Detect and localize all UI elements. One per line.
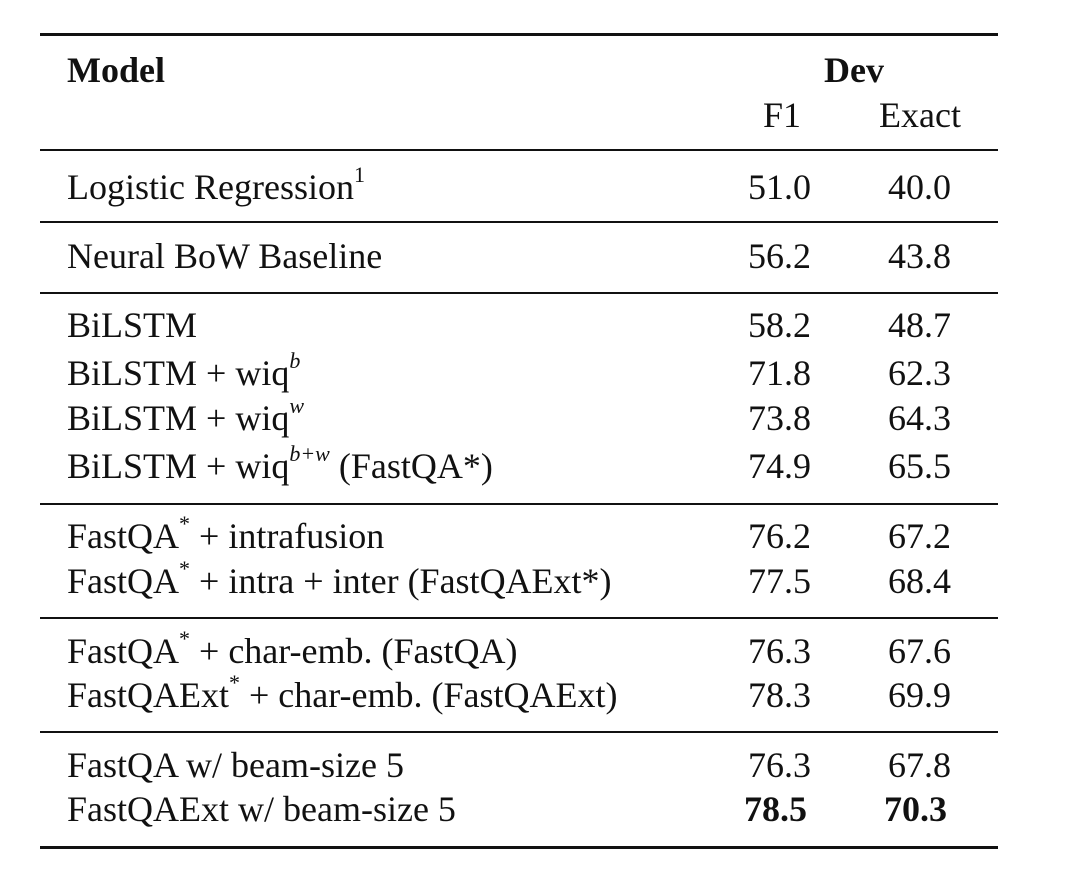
table-cell-exact: 65.5 [888,446,951,486]
model-name: FastQA [67,516,180,556]
exact-column-header: Exact [879,95,961,135]
model-name: FastQA [67,561,180,601]
table-row-model: BiLSTM + wiqb+w (FastQA*) [67,443,493,487]
model-column-header: Model [67,50,165,90]
model-suffix: (FastQA*) [329,446,493,486]
table-row-model: Logistic Regression1 [67,164,365,208]
table-row-model: FastQAExt* + char-emb. (FastQAExt) [67,672,618,716]
model-name: FastQAExt w/ beam-size 5 [67,789,456,829]
table-cell-f1: 76.3 [748,631,811,671]
table-cell-exact: 64.3 [888,398,951,438]
table-cell-f1: 51.0 [748,167,811,207]
table-cell-exact: 67.6 [888,631,951,671]
table-row-model: FastQA* + char-emb. (FastQA) [67,628,518,672]
group-rule-1 [40,221,998,223]
table-cell-f1: 76.2 [748,516,811,556]
model-name: Neural BoW Baseline [67,236,383,276]
table-row-model: BiLSTM [67,305,197,345]
model-name: BiLSTM + wiq [67,353,290,393]
model-name: BiLSTM + wiq [67,446,290,486]
table-cell-f1-best: 78.5 [744,789,807,829]
table-cell-f1: 58.2 [748,305,811,345]
table-row-model: FastQA* + intra + inter (FastQAExt*) [67,558,612,602]
group-rule-4 [40,617,998,619]
model-superscript: * [229,670,240,695]
model-superscript: 1 [353,162,365,187]
table-cell-f1: 73.8 [748,398,811,438]
f1-column-header: F1 [763,95,802,135]
model-suffix: + char-emb. (FastQA) [190,631,518,671]
table-row-model: FastQA w/ beam-size 5 [67,745,404,785]
group-rule-3 [40,503,998,505]
table-cell-f1: 56.2 [748,236,811,276]
model-name: FastQA [67,631,180,671]
model-superscript: * [179,511,191,536]
model-name: FastQA w/ beam-size 5 [67,745,404,785]
model-name: BiLSTM [67,305,198,345]
table-cell-f1: 77.5 [748,561,811,601]
group-rule-2 [40,292,998,294]
table-cell-f1: 76.3 [748,745,811,785]
dev-column-group-header: Dev [824,50,884,90]
model-name: FastQAExt [67,675,229,715]
table-row-model: FastQA* + intrafusion [67,513,385,557]
model-superscript: b [289,348,301,373]
table-cell-exact: 69.9 [888,675,951,715]
table-cell-f1: 78.3 [748,675,811,715]
table-cell-exact: 40.0 [888,167,951,207]
table-cell-f1: 74.9 [748,446,811,486]
table-row-model: Neural BoW Baseline [67,236,382,276]
table-row-model: BiLSTM + wiqb [67,350,300,394]
table-cell-exact: 48.7 [888,305,951,345]
model-superscript: b+w [289,441,330,466]
model-superscript: w [289,393,305,418]
table-cell-exact: 62.3 [888,353,951,393]
model-superscript: * [179,626,191,651]
table-row-model: BiLSTM + wiqw [67,395,304,439]
table-row-model: FastQAExt w/ beam-size 5 [67,789,456,829]
table-cell-exact: 67.8 [888,745,951,785]
model-suffix: + intrafusion [190,516,385,556]
model-suffix: + char-emb. (FastQAExt) [240,675,618,715]
table-cell-exact: 68.4 [888,561,951,601]
header-rule [40,149,998,151]
table-cell-exact: 43.8 [888,236,951,276]
table-cell-exact-best: 70.3 [884,789,947,829]
table-cell-exact: 67.2 [888,516,951,556]
model-name: Logistic Regression [67,167,354,207]
model-superscript: * [179,556,191,581]
top-rule [40,33,998,36]
table-cell-f1: 71.8 [748,353,811,393]
model-suffix: + intra + inter (FastQAExt*) [190,561,612,601]
group-rule-5 [40,731,998,733]
bottom-rule [40,846,998,849]
model-name: BiLSTM + wiq [67,398,290,438]
